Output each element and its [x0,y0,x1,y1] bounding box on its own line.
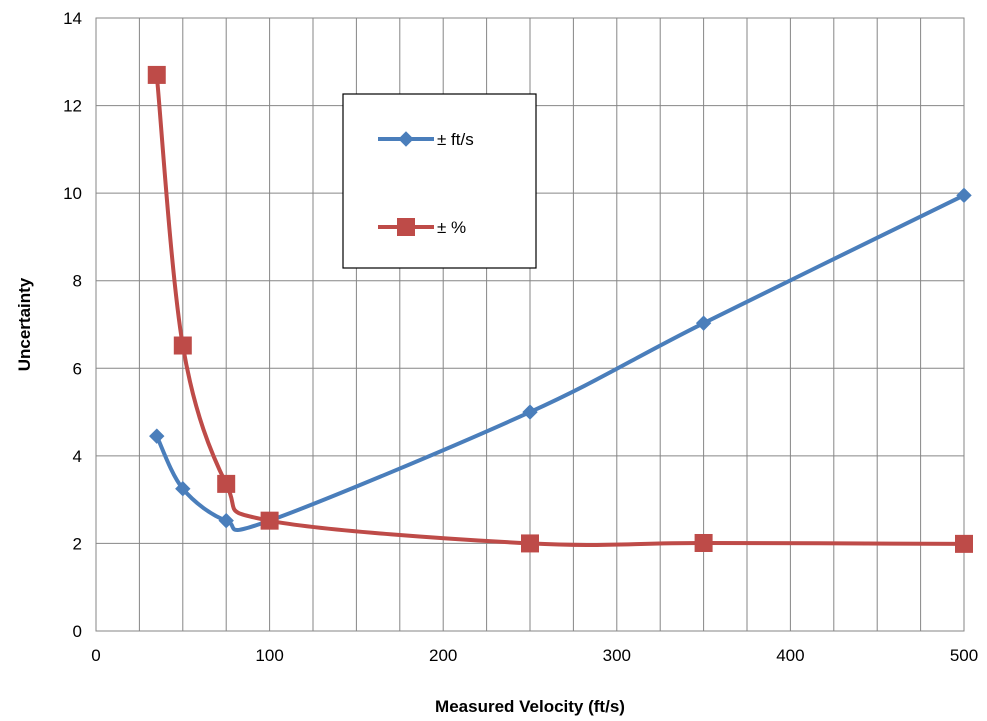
legend: ± ft/s ± % [342,93,537,269]
y-tick-label: 10 [63,184,82,203]
y-tick-label: 8 [73,272,82,291]
y-tick-label: 6 [73,359,82,378]
square-marker [217,474,236,493]
legend-label: ± ft/s [437,130,474,149]
series-2 [147,65,973,553]
series-layer [147,65,973,553]
diamond-marker [522,404,538,420]
diamond-marker [149,428,165,444]
legend-item: ± ft/s [378,130,474,149]
x-tick-label: 200 [429,646,457,665]
square-marker [260,511,279,530]
y-tick-label: 2 [73,534,82,553]
square-marker [397,218,415,236]
series-line [154,74,965,547]
x-tick-label: 0 [91,646,100,665]
square-marker [147,65,166,84]
legend-item: ± % [378,218,466,237]
x-tick-label: 300 [603,646,631,665]
x-tick-label: 400 [776,646,804,665]
x-tick-label: 100 [255,646,283,665]
legend-box [342,93,537,269]
y-tick-label: 12 [63,97,82,116]
diamond-marker [175,480,191,497]
y-axis-ticks: 0 2 4 6 8 10 12 14 [63,9,82,641]
x-axis-ticks: 0 100 200 300 400 500 [91,646,978,665]
legend-label: ± % [437,218,466,237]
series-line [154,193,965,533]
y-tick-label: 0 [73,622,82,641]
diamond-marker [218,512,234,529]
y-tick-label: 4 [73,447,82,466]
square-marker [521,534,539,553]
y-axis-title: Uncertainty [15,277,34,371]
diamond-marker [398,131,414,147]
square-marker [173,336,192,355]
x-tick-label: 500 [950,646,978,665]
square-marker [955,534,973,553]
y-tick-label: 14 [63,9,82,28]
x-axis-title: Measured Velocity (ft/s) [435,697,625,716]
plot-area-border [95,17,965,632]
diamond-marker [695,315,712,331]
series-1 [149,187,972,533]
square-marker [694,533,713,552]
diamond-marker [956,187,972,204]
